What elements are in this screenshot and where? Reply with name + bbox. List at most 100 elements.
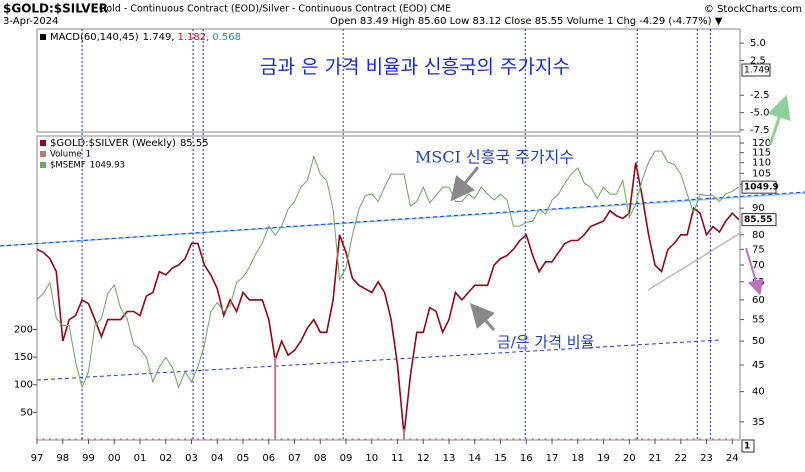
volume-bar [312, 438, 315, 440]
volume-bar [422, 438, 425, 440]
x-tick-label: 17 [546, 453, 559, 464]
series-line [36, 162, 740, 436]
annotation-title: 금과 은 가격 비율과 신흥국의 주가지수 [260, 56, 570, 78]
volume-bar [428, 438, 431, 440]
volume-bar [634, 438, 637, 440]
x-tick-label: 19 [597, 453, 610, 464]
y-tick-label: -5.0 [750, 108, 770, 119]
x-tick-label: 98 [56, 453, 69, 464]
description: Gold - Continuous Contract (EOD)/Silver … [99, 4, 451, 15]
x-tick-label: 14 [468, 453, 481, 464]
volume-bar [280, 438, 283, 440]
legend-swatch [40, 140, 46, 146]
end-label: 85.55 [744, 215, 772, 225]
macd-legend-value: 1.749, [143, 32, 175, 43]
volume-bar [319, 438, 322, 440]
arrow [767, 94, 791, 146]
legend-value: 1 [86, 150, 91, 160]
volume-bar [274, 357, 277, 440]
y-tick-label: 50 [752, 336, 765, 347]
volume-bar [364, 438, 367, 440]
legend-value: 1049.93 [90, 161, 125, 171]
y-tick-label: 45 [752, 360, 765, 371]
volume-bar [460, 438, 463, 440]
x-tick-label: 03 [185, 453, 198, 464]
x-tick-label: 22 [674, 453, 687, 464]
x-tick-label: 99 [82, 453, 95, 464]
legend-swatch [40, 162, 46, 168]
y-tick-label: 70 [752, 260, 765, 271]
volume-bar [589, 438, 592, 440]
trend-line [647, 231, 743, 291]
x-tick-label: 01 [134, 453, 147, 464]
volume-bar [184, 438, 187, 440]
volume-bar [171, 438, 174, 440]
volume-bar [196, 438, 199, 440]
legend-name: $MSEMF [50, 161, 86, 171]
macd-label: MACD(60,140,45) [50, 32, 139, 43]
x-tick-label: 23 [700, 453, 713, 464]
volume-bar [151, 438, 154, 440]
x-tick-label: 06 [262, 453, 275, 464]
volume-bar [486, 438, 489, 440]
volume-bar [216, 438, 219, 440]
volume-bar [377, 438, 380, 440]
volume-bar [164, 438, 167, 440]
volume-bar [345, 438, 348, 440]
volume-bar [126, 438, 129, 440]
volume-bar [357, 438, 360, 440]
volume-bar [615, 438, 618, 440]
x-tick-label: 00 [108, 453, 121, 464]
legend-value: 85.55 [180, 138, 209, 149]
volume-bar [557, 438, 560, 440]
volume-bar [36, 438, 38, 440]
volume-bar [55, 438, 58, 440]
volume-bar [229, 438, 232, 440]
y-tick-label: 2.5 [750, 55, 766, 66]
end-label-box [741, 213, 777, 227]
y2-tick-label: 150 [14, 352, 33, 363]
x-tick-label: 04 [211, 453, 224, 464]
volume-bar [551, 438, 554, 440]
volume-bar [119, 438, 122, 440]
volume-bar [415, 438, 418, 440]
x-tick-label: 08 [314, 453, 327, 464]
volume-bar [583, 438, 586, 440]
y-tick-label: 80 [752, 230, 765, 241]
x-tick-label: 15 [494, 453, 507, 464]
volume-bar [203, 438, 206, 440]
legend-swatch [40, 151, 46, 157]
x-tick-label: 16 [520, 453, 533, 464]
volume-bar [267, 438, 270, 440]
arrow [450, 166, 480, 202]
volume-bar [686, 438, 689, 440]
volume-bar [435, 438, 438, 440]
arrow [745, 247, 764, 296]
end-label-box [741, 63, 771, 77]
volume-bar [692, 438, 695, 440]
volume-bar [139, 438, 142, 440]
volume-bar [441, 438, 444, 440]
legend-name: $GOLD:$SILVER (Weekly) [50, 138, 176, 149]
volume-bar [666, 438, 669, 440]
y-tick-label: 90 [752, 203, 765, 214]
x-tick-label: 07 [288, 453, 301, 464]
volume-bar [699, 438, 702, 440]
volume-bar [493, 438, 496, 440]
volume-bar [42, 438, 45, 440]
volume-bar [679, 438, 682, 440]
main-panel [36, 135, 741, 441]
volume-bar [106, 438, 109, 440]
x-tick-label: 05 [237, 453, 250, 464]
volume-bar [396, 438, 399, 440]
volume-bar [654, 438, 657, 440]
volume-bar [242, 438, 245, 440]
volume-bar [113, 438, 116, 440]
volume-bar [525, 438, 528, 440]
y-tick-label: 110 [752, 158, 771, 169]
volume-bar [608, 438, 611, 440]
volume-bar [81, 438, 84, 440]
x-tick-label: 13 [443, 453, 456, 464]
volume-bar [293, 438, 296, 440]
x-tick-label: 18 [571, 453, 584, 464]
